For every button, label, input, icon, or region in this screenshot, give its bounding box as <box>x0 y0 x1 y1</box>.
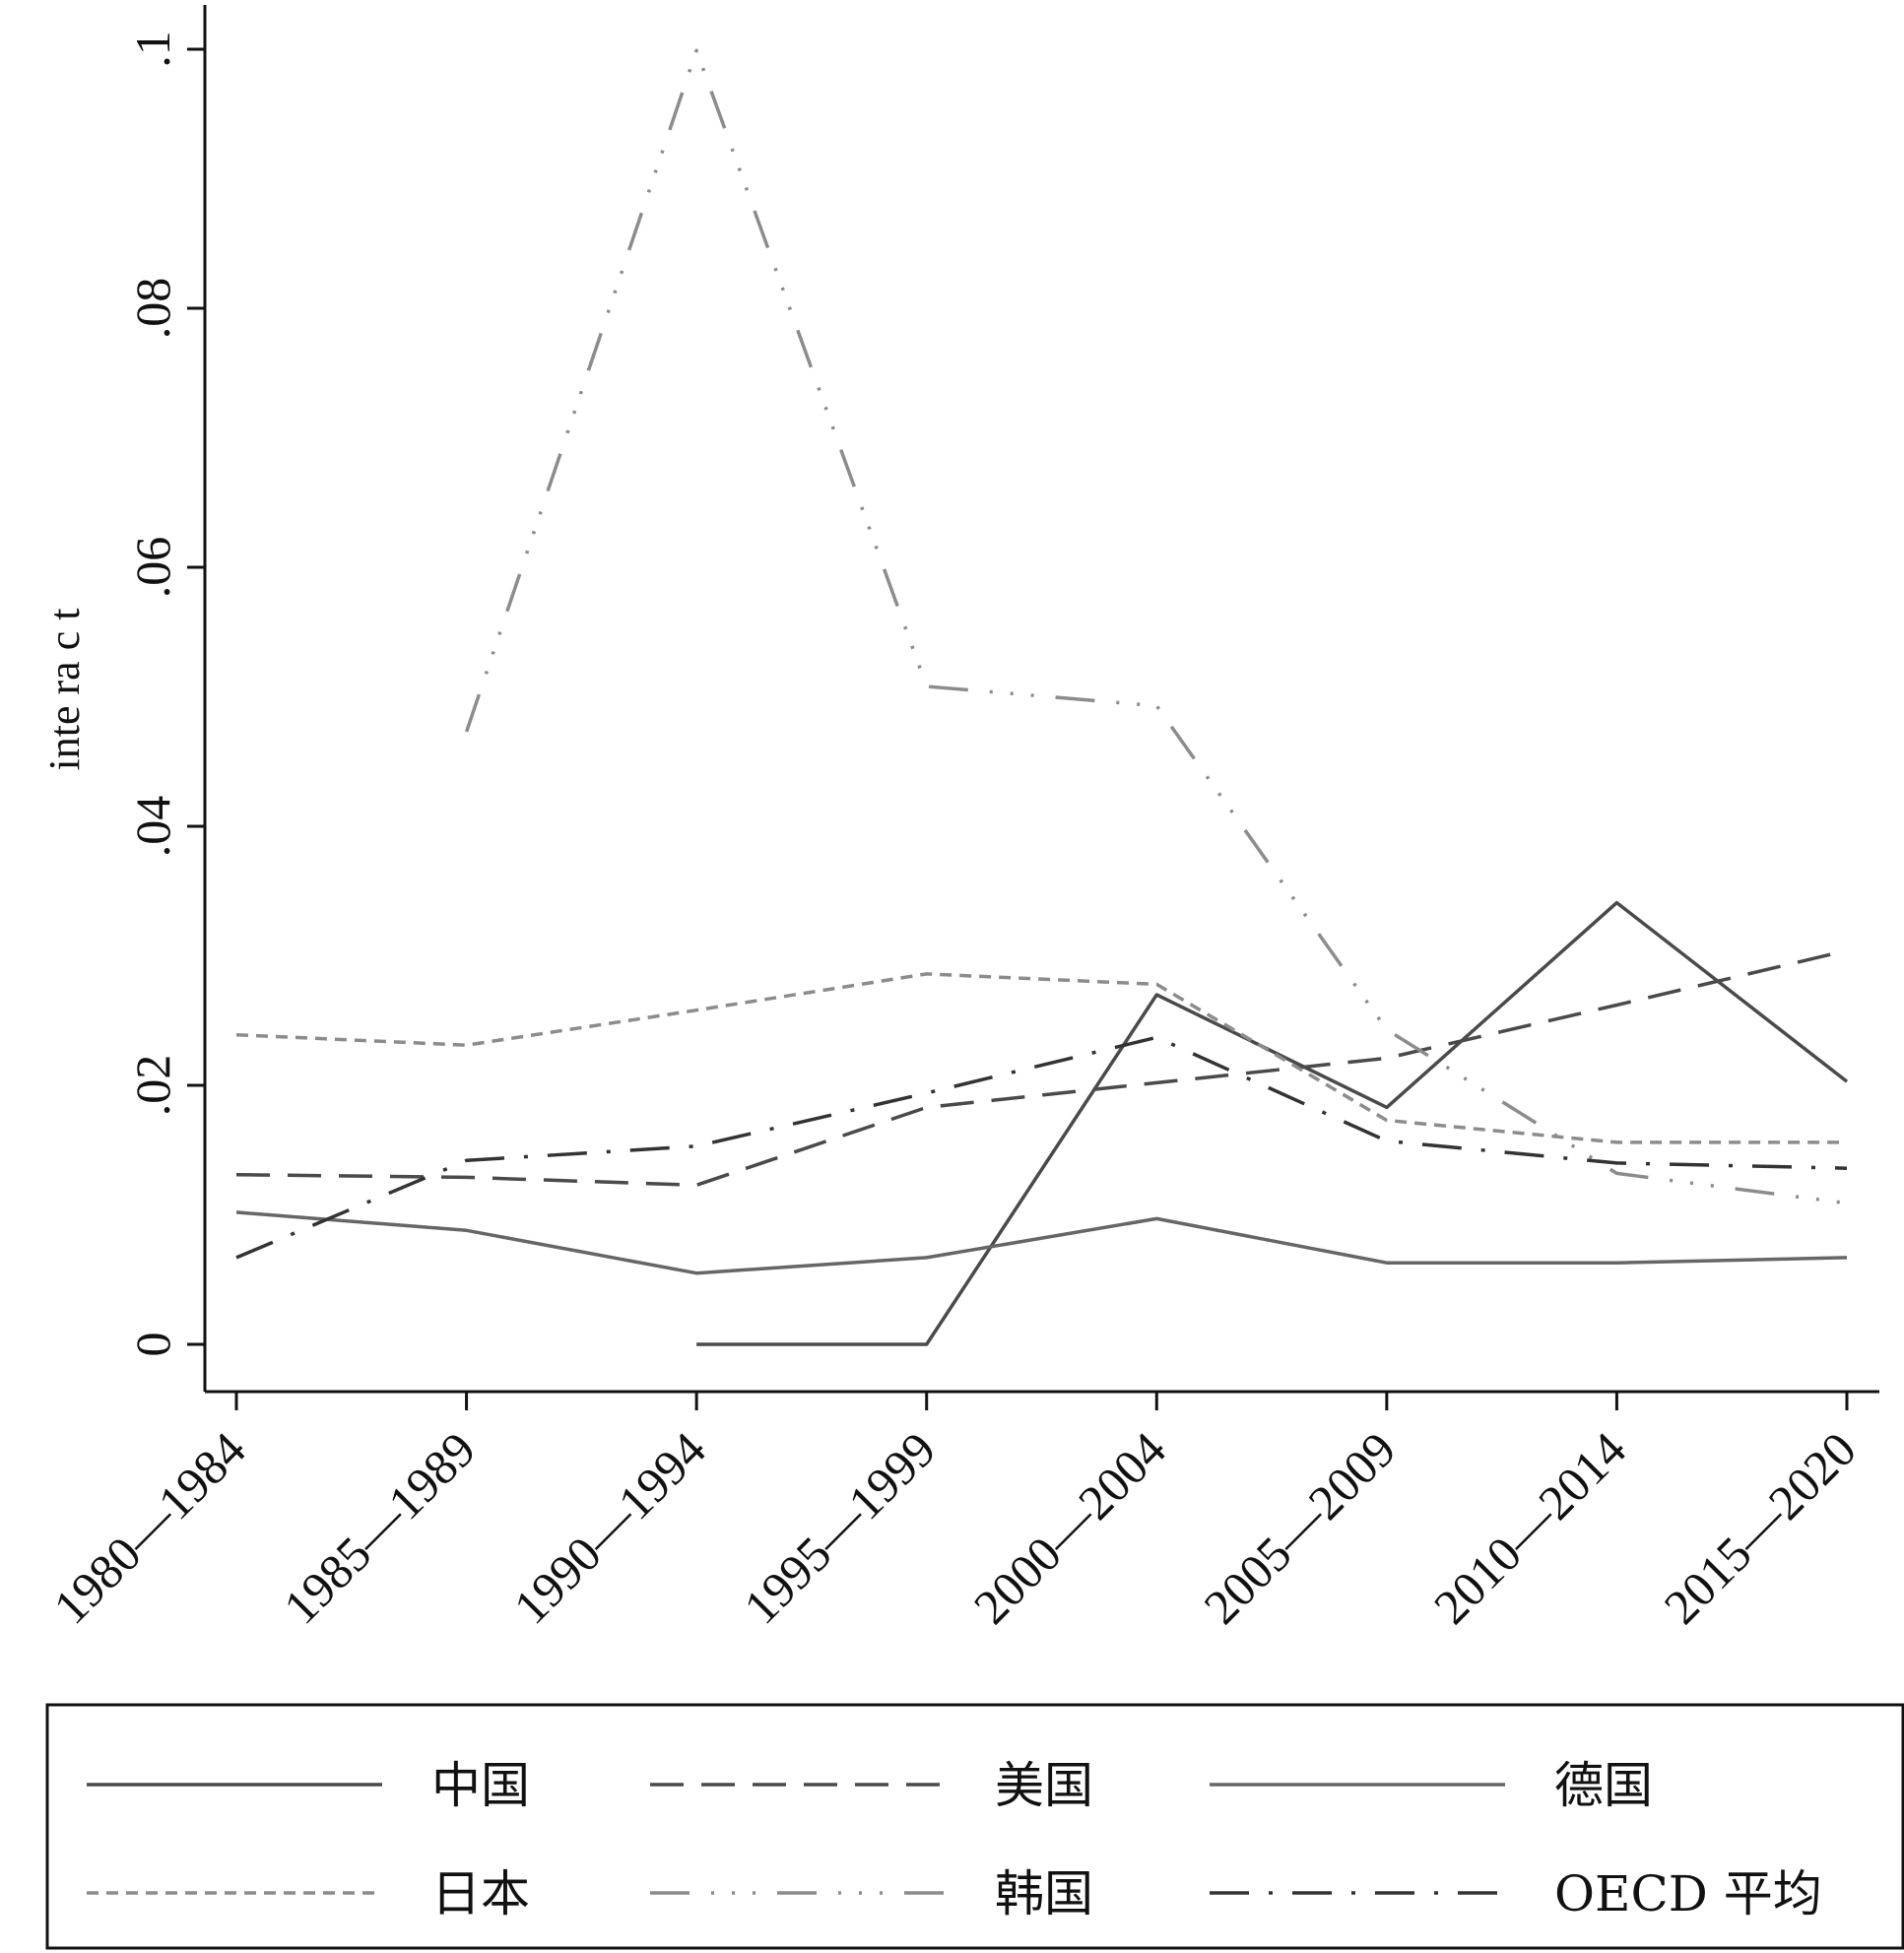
chart-axes <box>203 5 1879 1394</box>
series-line-6 <box>235 1035 1848 1260</box>
y-tick-label: .02 <box>125 1055 180 1117</box>
y-tick-label: .1 <box>125 31 180 68</box>
x-tick-label: 2000—2004 <box>963 1421 1176 1634</box>
legend-label: 美国 <box>995 1757 1093 1814</box>
legend-label: 日本 <box>431 1865 530 1922</box>
series-line-4 <box>235 972 1847 1144</box>
series-line-3 <box>235 1210 1848 1275</box>
legend-label: 中国 <box>431 1757 530 1814</box>
y-tick-label: .04 <box>125 796 180 858</box>
legend-frame <box>45 1703 1904 1950</box>
series-line-2 <box>235 948 1848 1188</box>
y-axis-label: inte ra c t <box>40 609 89 771</box>
legend-label: OECD 平均 <box>1554 1865 1822 1922</box>
series-line-5 <box>464 48 1848 1205</box>
y-tick-label: .08 <box>125 278 180 340</box>
x-ticks: 1980—1984 1985—1989 1990—1994 1995—1999 2000… <box>42 1392 1867 1635</box>
series-line-1 <box>696 900 1849 1346</box>
x-tick-label: 1990—1994 <box>503 1421 716 1634</box>
x-tick-label: 2015—2020 <box>1653 1421 1866 1634</box>
x-tick-label: 1995—1999 <box>733 1421 946 1634</box>
y-ticks: 0 .02 .04 .06 .08 .1 <box>125 31 205 1357</box>
x-tick-label: 2005—2009 <box>1193 1421 1406 1634</box>
x-tick-label: 2010—2014 <box>1423 1421 1636 1634</box>
legend-label: 德国 <box>1554 1757 1653 1814</box>
x-tick-label: 1980—1984 <box>42 1421 255 1634</box>
legend-label: 韩国 <box>995 1865 1093 1922</box>
x-tick-label: 1985—1989 <box>273 1421 486 1634</box>
series-layer <box>235 48 1849 1346</box>
y-tick-label: .06 <box>125 537 180 599</box>
y-tick-label: 0 <box>125 1333 180 1357</box>
